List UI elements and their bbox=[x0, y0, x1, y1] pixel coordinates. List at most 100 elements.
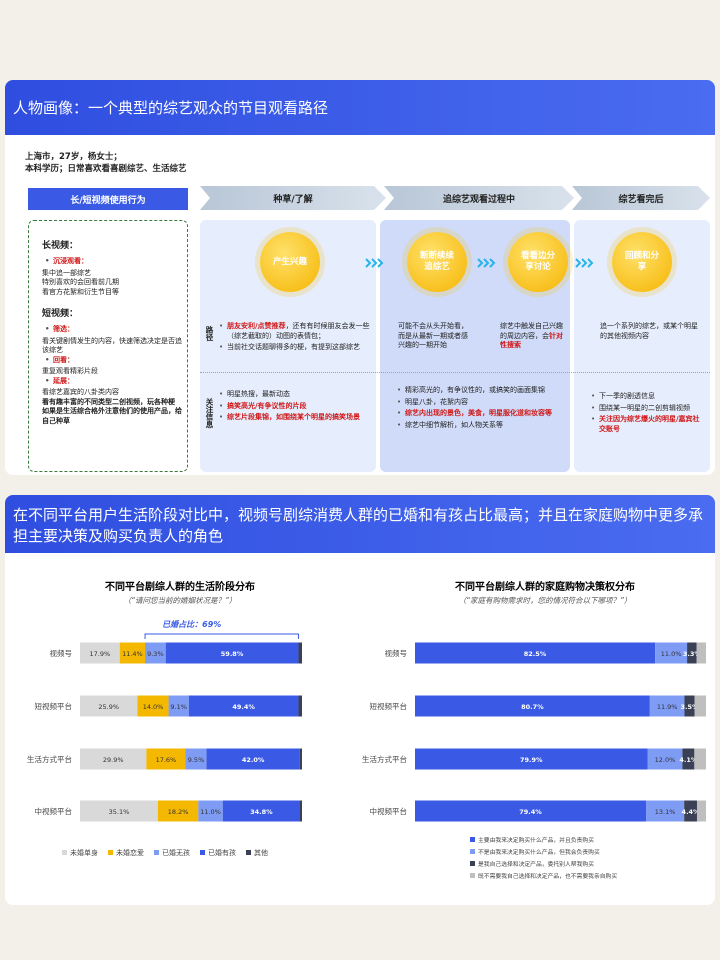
node: 看看边分享讨论 bbox=[508, 232, 568, 292]
data-label: 13.1% bbox=[655, 808, 676, 816]
group-label: 沉浸观看： bbox=[44, 257, 184, 267]
group-line: 集中追一部综艺 bbox=[42, 268, 91, 277]
text-seg: 综艺中细节解析，如人物关系等 bbox=[405, 420, 503, 429]
bar-segment bbox=[80, 800, 158, 822]
bar-segment bbox=[415, 800, 647, 822]
flow-arrow bbox=[365, 258, 594, 268]
group-line: 看关键剧情发生的内容，快速筛选决定是否追该综艺 bbox=[42, 336, 182, 355]
chart-title: 不同平台剧综人群的生活阶段分布 bbox=[105, 580, 255, 593]
data-label: 17.9% bbox=[90, 650, 111, 658]
y-tick-label: 视频号 bbox=[385, 648, 408, 658]
text-seg: 精彩高光的，有争议性的，或搞笑的画面集锦 bbox=[405, 386, 545, 394]
bar-segment bbox=[649, 695, 685, 717]
legend-label: 已婚有孩 bbox=[208, 848, 236, 857]
y-tick-label: 视频号 bbox=[50, 648, 73, 658]
chart-title: 不同平台剧综人群的家庭购物决策权分布 bbox=[455, 580, 635, 593]
data-label: 11.0% bbox=[661, 650, 682, 658]
bar-segment bbox=[146, 748, 186, 770]
text-seg: 明星八卦，花絮内容 bbox=[405, 397, 468, 406]
text-seg: 综艺中触发自己兴趣的周边内容，会 bbox=[500, 322, 563, 340]
bar-segment bbox=[299, 748, 302, 770]
bar-segment bbox=[415, 695, 650, 717]
bar-segment bbox=[696, 800, 706, 822]
text-seg: ，还有有时候朋友会发一些（综艺截取的）动图的表情包； bbox=[227, 322, 370, 340]
data-label: 17.6% bbox=[156, 756, 177, 764]
group-label: 延展： bbox=[44, 377, 184, 387]
data-label: 9.3% bbox=[147, 650, 164, 658]
bar-segment bbox=[119, 642, 146, 664]
text-seg: 可能不会从头开始看，而是从最新一期或者感兴趣的一期开始 bbox=[398, 322, 468, 349]
y-tick-label: 生活方式平台 bbox=[27, 754, 72, 764]
legend-label: 已婚无孩 bbox=[162, 848, 190, 857]
data-label: 3.5% bbox=[681, 703, 700, 711]
focus-item: 关注因为综艺爆火的明星/嘉宾社交账号 bbox=[590, 415, 702, 434]
data-label: 29.9% bbox=[103, 756, 124, 764]
legend-swatch bbox=[246, 850, 251, 855]
data-label: 11.9% bbox=[657, 703, 678, 711]
bar-segment bbox=[188, 695, 299, 717]
behavior-title: 长/短视频使用行为 bbox=[28, 188, 188, 210]
data-label: 11.0% bbox=[200, 808, 221, 816]
data-label: 59.8% bbox=[221, 650, 244, 658]
text-seg: 综艺内出现的景色，美食，明星服化道和妆容等 bbox=[405, 409, 552, 417]
y-tick-label: 中视频平台 bbox=[370, 806, 408, 816]
bar-segment bbox=[185, 748, 207, 770]
legend-label: 既不需要我自己选择和决定产品，也不需要我亲自购买 bbox=[478, 872, 617, 880]
path-note: 追一个系列的综艺，或某个明星的其他视频内容 bbox=[600, 322, 700, 341]
divider bbox=[200, 372, 710, 373]
bar-segment bbox=[300, 800, 302, 822]
bar-segment bbox=[298, 642, 302, 664]
legend-swatch bbox=[470, 849, 475, 854]
legend-label: 未婚单身 bbox=[70, 848, 98, 857]
focus-item: 围绕某一明星的二创剪辑视频 bbox=[590, 404, 702, 414]
path-note: 可能不会从头开始看，而是从最新一期或者感兴趣的一期开始 bbox=[398, 322, 470, 351]
text-seg: 综艺片段集锦，如围绕某个明星的搞笑场景 bbox=[227, 413, 360, 421]
bar-segment bbox=[682, 748, 695, 770]
data-label: 12.0% bbox=[655, 756, 676, 764]
stage: 综艺看完后 bbox=[572, 186, 710, 210]
focus-item: 综艺内出现的景色，美食，明星服化道和妆容等 bbox=[396, 409, 564, 419]
bar-segment bbox=[198, 800, 223, 822]
profile-line: 上海市，27岁，杨女士； bbox=[25, 152, 122, 162]
annotation: 已婚占比：69% bbox=[162, 620, 221, 629]
bar-segment bbox=[696, 642, 706, 664]
charts: 不同平台剧综人群的生活阶段分布 （“请问您当前的婚姻状况是？”） 视频号 17.9% 1… bbox=[27, 580, 706, 880]
data-label: 79.4% bbox=[519, 808, 542, 816]
data-label: 18.2% bbox=[168, 808, 189, 816]
focus-item: 精彩高光的，有争议性的，或搞笑的画面集锦 bbox=[396, 386, 564, 396]
arrows bbox=[365, 258, 594, 268]
stage: 追综艺观看过程中 bbox=[384, 186, 574, 210]
legend-label: 是我自己选择和决定产品，委托别人帮我购买 bbox=[478, 860, 594, 868]
data-label: 25.9% bbox=[98, 703, 119, 711]
legend-swatch bbox=[154, 850, 159, 855]
bar-segment bbox=[80, 695, 138, 717]
persona-title: 人物画像：一个典型的综艺观众的节目观看路径 bbox=[5, 80, 715, 135]
legend-label: 未婚恋爱 bbox=[116, 848, 144, 857]
focus-item: 下一季的剧透信息 bbox=[590, 392, 702, 402]
group-line: 重复观看精彩片段 bbox=[42, 367, 98, 375]
group-line: 看官方花絮和衍生节目等 bbox=[42, 287, 119, 296]
bar-segment bbox=[298, 695, 302, 717]
text-seg: 关注因为综艺爆火的明星/嘉宾社交账号 bbox=[599, 415, 700, 433]
persona-content: 上海市，27岁，杨女士； 本科学历；日常喜欢看喜剧综艺、生活综艺长/短视频使用行为… bbox=[0, 0, 720, 480]
path-item: 当前社交话题聊得多的梗，有提到这部综艺 bbox=[218, 343, 370, 353]
focus-item: 明星八卦，花絮内容 bbox=[396, 398, 564, 408]
path-list: 朋友安利/点赞推荐，还有有时候朋友会发一些（综艺截取的）动图的表情包； 当前社交话… bbox=[218, 322, 370, 355]
section-title: 短视频： bbox=[42, 309, 79, 319]
profile-line: 本科学历；日常喜欢看喜剧综艺、生活综艺 bbox=[25, 164, 187, 174]
data-label: 82.5% bbox=[524, 650, 547, 658]
data-label: 4.1% bbox=[679, 756, 698, 764]
focus-list: 下一季的剧透信息围绕某一明星的二创剪辑视频关注因为综艺爆火的明星/嘉宾社交账号 bbox=[590, 392, 702, 436]
text-seg: 搞笑高光/有争议性的片段 bbox=[227, 401, 307, 410]
y-tick-label: 中视频平台 bbox=[35, 806, 73, 816]
bar-segment bbox=[684, 695, 695, 717]
text-seg: 围绕某一明星的二创剪辑视频 bbox=[599, 403, 690, 412]
bar-segment bbox=[646, 800, 685, 822]
bar-segment bbox=[145, 642, 166, 664]
bar-segment bbox=[157, 800, 199, 822]
focus-item: 搞笑高光/有争议性的片段 bbox=[218, 402, 368, 412]
bar-segment bbox=[647, 748, 683, 770]
section-title: 在不同平台用户生活阶段对比中，视频号剧综消费人群的已婚和有孩占比最高；并且在家庭… bbox=[5, 495, 715, 553]
chart-subtitle: （“请问您当前的婚姻状况是？”） bbox=[124, 596, 237, 605]
